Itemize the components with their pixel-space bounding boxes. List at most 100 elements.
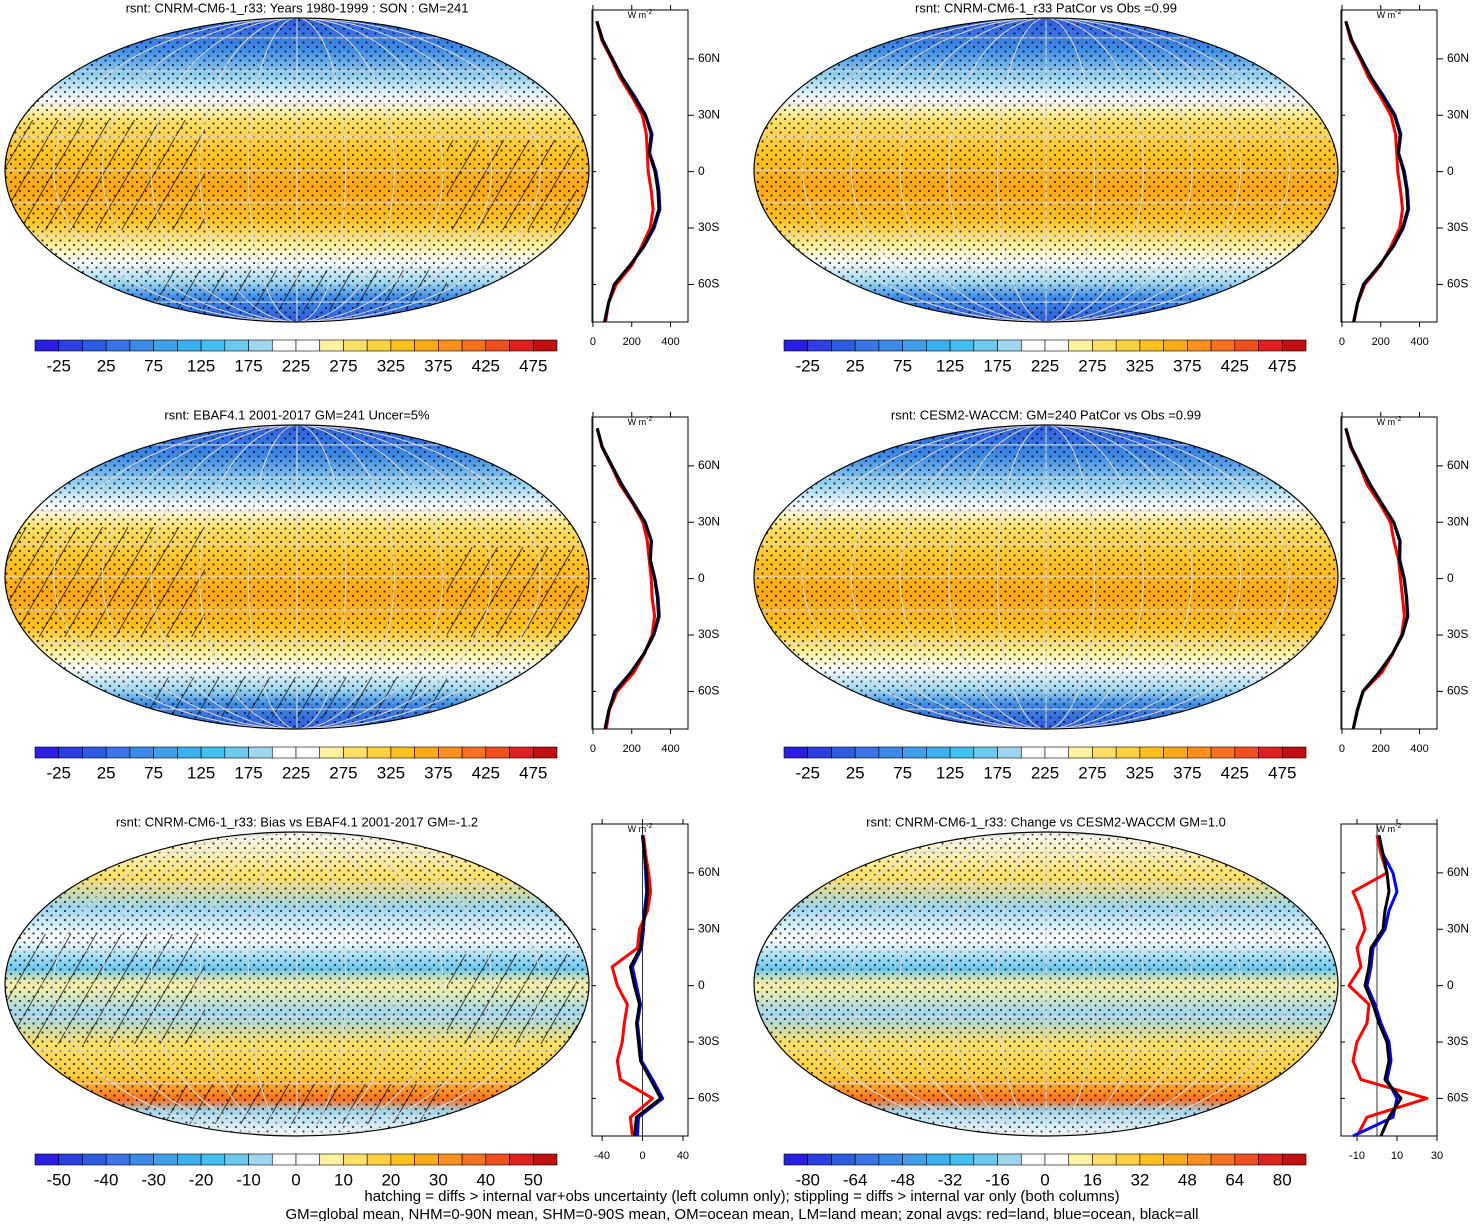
colorbar-box (1044, 746, 1070, 759)
x-tick-label: 30 (1431, 1150, 1443, 1162)
colorbar-tick-label: 125 (187, 356, 215, 375)
x-tick-label: 200 (623, 336, 641, 348)
colorbar-box (200, 746, 226, 759)
graticule (802, 18, 1290, 322)
x-tick-label: 200 (623, 743, 641, 755)
colorbar-box (200, 339, 226, 352)
profile-units: W m-2 (1377, 9, 1402, 21)
colorbar-box (58, 746, 83, 759)
colorbar-box (295, 746, 321, 759)
colorbar-tick-label: 475 (519, 356, 547, 375)
y-tick-label: 60S (1447, 684, 1468, 698)
colorbar-tick-label: 225 (282, 763, 310, 782)
colorbar-tick-label: 25 (846, 356, 865, 375)
map (5, 832, 589, 1136)
colorbar-box (949, 1153, 975, 1166)
graticule (899, 425, 1193, 729)
colorbar-box (390, 746, 415, 759)
colorbar-box (1234, 746, 1259, 759)
colorbar-box (34, 746, 60, 759)
profile-units: W m-2 (628, 823, 653, 835)
hatching (447, 954, 577, 1044)
colorbar-box (1210, 746, 1236, 759)
colorbar-tick-label: -80 (795, 1170, 820, 1189)
y-tick-label: 60S (1447, 277, 1468, 291)
units-base: W m (1377, 824, 1396, 834)
colorbar-box (224, 339, 249, 352)
map (754, 832, 1338, 1136)
units-exp: -2 (1395, 9, 1401, 16)
map (754, 18, 1338, 322)
colorbar-box (1281, 1153, 1307, 1166)
x-tick-label: -10 (1349, 1150, 1365, 1162)
map-border (4, 424, 590, 730)
colorbar-box (319, 746, 344, 759)
colorbar-tick-label: 40 (476, 1170, 495, 1189)
y-tick-label: 30S (698, 1034, 719, 1048)
colorbar-box (1163, 339, 1188, 352)
colorbar-tick-label: -48 (890, 1170, 915, 1189)
colorbar-box (973, 1153, 998, 1166)
colorbar-box (105, 746, 131, 759)
units-exp: -2 (646, 416, 652, 423)
colorbar-tick-label: 32 (1130, 1170, 1149, 1189)
colorbar-box (854, 1153, 880, 1166)
colorbar-box (295, 339, 321, 352)
x-tick-label: 400 (661, 336, 679, 348)
y-tick-label: 60N (698, 865, 720, 879)
colorbar-box (783, 1153, 809, 1166)
map (5, 18, 589, 322)
y-tick-label: 30S (1447, 220, 1468, 234)
colorbar-box (878, 1153, 903, 1166)
colorbar-tick-label: 275 (1078, 356, 1106, 375)
colorbar-box (319, 339, 344, 352)
colorbar-box (295, 1153, 321, 1166)
colorbar-box (1234, 1153, 1259, 1166)
colorbar-box (271, 1153, 297, 1166)
colorbar-box (902, 339, 927, 352)
colorbar-box (1044, 1153, 1070, 1166)
hatching (5, 934, 205, 1044)
colorbar-tick-label: 175 (234, 356, 262, 375)
colorbar-box (949, 339, 975, 352)
colorbar-tick-label: 225 (282, 356, 310, 375)
map-border (4, 831, 590, 1137)
graticule (247, 832, 347, 1136)
graticule (948, 425, 1144, 729)
zonal-line (628, 835, 663, 1137)
colorbar-box (34, 1153, 60, 1166)
colorbar-box (438, 339, 463, 352)
panel-title: rsnt: CNRM-CM6-1_r33: Bias vs EBAF4.1 20… (116, 814, 478, 829)
zonal-line (1344, 20, 1410, 323)
colorbar-tick-label: 475 (519, 763, 547, 782)
colorbar-box (105, 1153, 131, 1166)
colorbar-box (854, 746, 880, 759)
graticule (199, 18, 395, 322)
colorbar-box (926, 339, 951, 352)
colorbar-tick-label: 325 (1126, 356, 1154, 375)
hatching (447, 547, 577, 637)
y-tick-label: 0 (698, 571, 705, 585)
colorbar-tick-label: 175 (983, 356, 1011, 375)
colorbar-box (414, 746, 439, 759)
colorbar-box (1139, 339, 1164, 352)
zonal-line (610, 835, 655, 1137)
profile-units: W m-2 (628, 9, 653, 21)
colorbar-box (177, 1153, 202, 1166)
y-tick-label: 0 (1447, 164, 1454, 178)
graticule (247, 425, 347, 729)
x-tick-label: 10 (1391, 1150, 1403, 1162)
colorbar-box (973, 339, 998, 352)
units-base: W m (1377, 10, 1396, 20)
colorbar-tick-label: 125 (936, 763, 964, 782)
colorbar-box (1163, 746, 1188, 759)
graticule (150, 18, 444, 322)
x-tick-label: 400 (661, 743, 679, 755)
colorbar-box (783, 746, 809, 759)
colorbar-tick-label: -25 (795, 356, 820, 375)
y-tick-label: 60S (698, 277, 719, 291)
colorbar-tick-label: 375 (424, 356, 452, 375)
colorbar-box (1281, 339, 1307, 352)
y-tick-label: 30N (1447, 921, 1469, 935)
colorbar-tick-label: -50 (46, 1170, 71, 1189)
